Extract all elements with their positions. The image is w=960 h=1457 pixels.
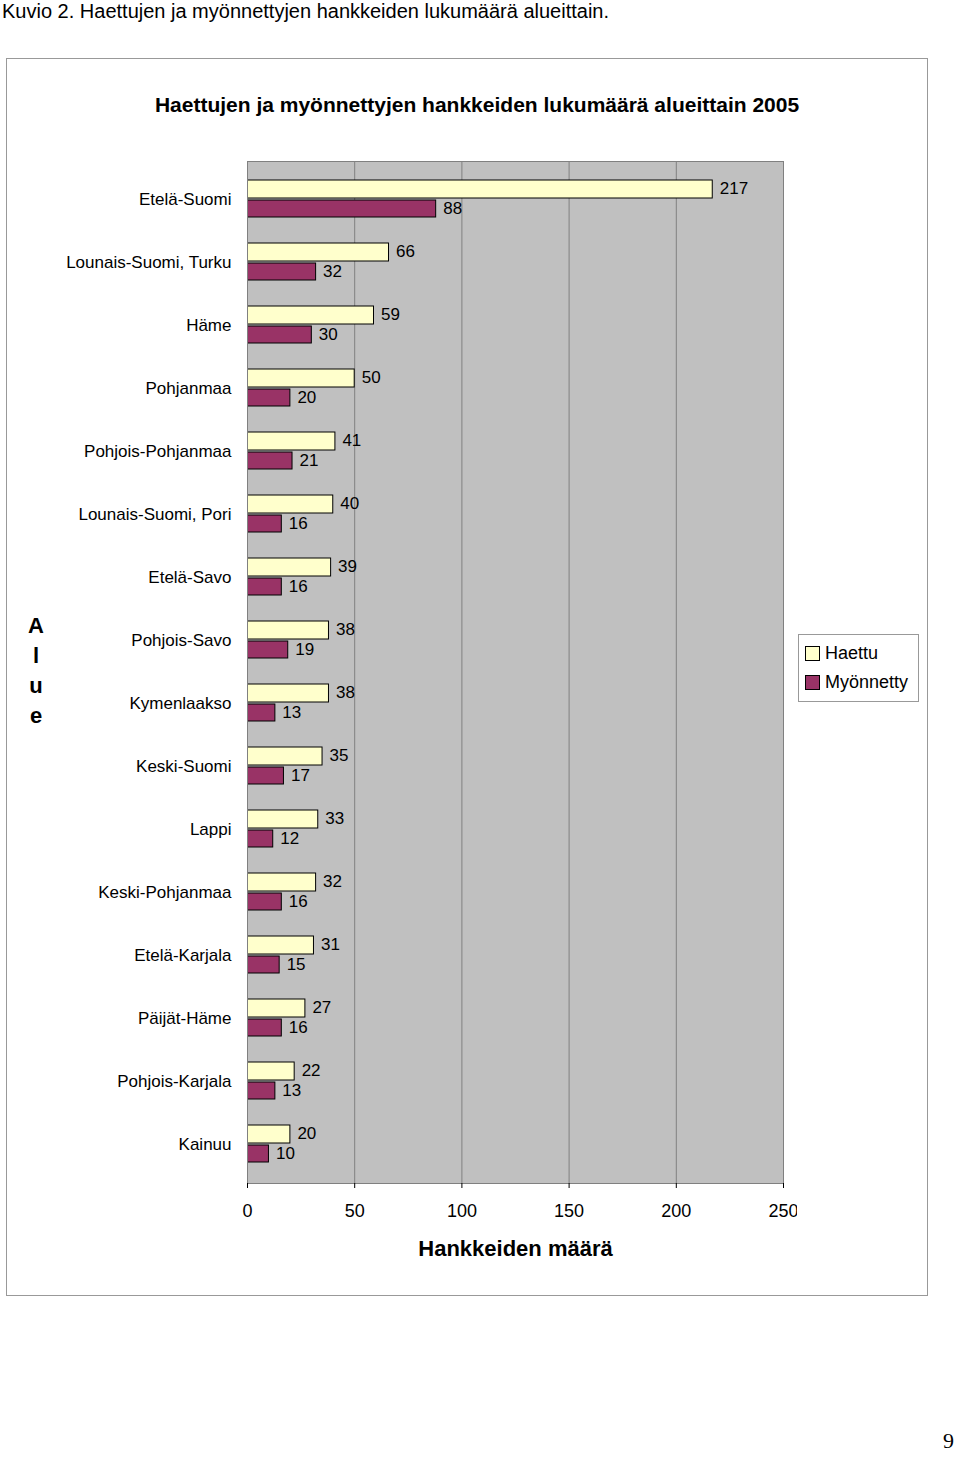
html-text:e: e [29, 703, 43, 728]
svg-text:Pohjois-Savo: Pohjois-Savo [131, 631, 231, 650]
svg-text:20: 20 [297, 388, 316, 407]
svg-text:35: 35 [330, 746, 349, 765]
svg-text:217: 217 [720, 179, 748, 198]
svg-text:Hankkeiden määrä: Hankkeiden määrä [418, 1236, 613, 1261]
svg-text:88: 88 [443, 199, 462, 218]
svg-text:Häme: Häme [186, 316, 231, 335]
svg-text:10: 10 [276, 1144, 295, 1163]
svg-text:12: 12 [280, 829, 299, 848]
svg-text:Etelä-Karjala: Etelä-Karjala [134, 946, 232, 965]
svg-text:Lounais-Suomi, Pori: Lounais-Suomi, Pori [78, 505, 231, 524]
html-text:Haettujen ja myönnettyjen hank: Haettujen ja myönnettyjen hankkeiden luk… [154, 93, 800, 116]
svg-text:16: 16 [289, 577, 308, 596]
svg-text:Lappi: Lappi [190, 820, 232, 839]
svg-text:Etelä-Savo: Etelä-Savo [148, 568, 231, 587]
svg-text:Pohjanmaa: Pohjanmaa [145, 379, 232, 398]
svg-text:15: 15 [287, 955, 306, 974]
svg-text:13: 13 [282, 703, 301, 722]
svg-text:16: 16 [289, 892, 308, 911]
svg-text:27: 27 [312, 998, 331, 1017]
svg-text:50: 50 [345, 1201, 365, 1221]
svg-text:32: 32 [323, 262, 342, 281]
html-text:9: 9 [943, 1428, 954, 1453]
svg-text:59: 59 [381, 305, 400, 324]
svg-text:Kymenlaakso: Kymenlaakso [129, 694, 231, 713]
svg-text:31: 31 [321, 935, 340, 954]
svg-text:38: 38 [336, 683, 355, 702]
svg-text:33: 33 [325, 809, 344, 828]
svg-text:13: 13 [282, 1081, 301, 1100]
html-text:A: A [28, 613, 44, 638]
svg-text:Pohjois-Pohjanmaa: Pohjois-Pohjanmaa [84, 442, 232, 461]
svg-text:17: 17 [291, 766, 310, 785]
svg-text:Pohjois-Karjala: Pohjois-Karjala [117, 1072, 232, 1091]
svg-text:16: 16 [289, 514, 308, 533]
svg-text:0: 0 [242, 1201, 252, 1221]
svg-text:20: 20 [297, 1124, 316, 1143]
html-text:Myönnetty: Myönnetty [825, 672, 908, 692]
svg-text:22: 22 [302, 1061, 321, 1080]
svg-text:150: 150 [554, 1201, 584, 1221]
svg-text:250: 250 [768, 1201, 797, 1221]
svg-text:200: 200 [661, 1201, 691, 1221]
html-text:Kuvio 2. Haettujen ja myönnett: Kuvio 2. Haettujen ja myönnettyjen hankk… [2, 0, 609, 22]
svg-text:100: 100 [447, 1201, 477, 1221]
svg-text:40: 40 [340, 494, 359, 513]
svg-text:Kainuu: Kainuu [179, 1135, 232, 1154]
svg-text:66: 66 [396, 242, 415, 261]
svg-text:21: 21 [300, 451, 319, 470]
svg-text:Lounais-Suomi, Turku: Lounais-Suomi, Turku [66, 253, 231, 272]
svg-text:16: 16 [289, 1018, 308, 1037]
html-text:u: u [29, 673, 43, 698]
svg-text:39: 39 [338, 557, 357, 576]
html-text:l: l [32, 643, 40, 668]
svg-text:Etelä-Suomi: Etelä-Suomi [139, 190, 232, 209]
html-text:Haettu: Haettu [825, 643, 878, 663]
svg-text:Päijät-Häme: Päijät-Häme [138, 1009, 232, 1028]
svg-text:38: 38 [336, 620, 355, 639]
svg-text:32: 32 [323, 872, 342, 891]
svg-text:50: 50 [362, 368, 381, 387]
svg-text:Keski-Suomi: Keski-Suomi [136, 757, 231, 776]
svg-text:Keski-Pohjanmaa: Keski-Pohjanmaa [98, 883, 232, 902]
svg-text:19: 19 [295, 640, 314, 659]
svg-text:41: 41 [342, 431, 361, 450]
svg-text:30: 30 [319, 325, 338, 344]
